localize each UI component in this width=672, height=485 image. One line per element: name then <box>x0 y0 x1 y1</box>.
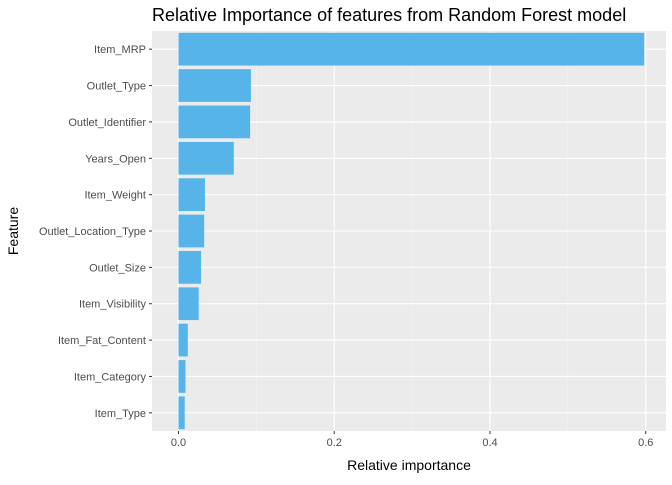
x-axis-title: Relative importance <box>347 457 471 473</box>
bar-item-category <box>178 360 186 393</box>
bar-outlet-location-type <box>178 214 205 248</box>
bar-outlet-type <box>178 69 251 102</box>
bar-item-mrp <box>178 32 645 66</box>
y-tick-label: Item_MRP <box>94 44 146 56</box>
bar-item-fat-content <box>178 323 188 357</box>
y-tick-label: Item_Fat_Content <box>58 335 146 347</box>
y-tick-label: Outlet_Identifier <box>68 117 146 129</box>
x-tick-label: 0.0 <box>171 437 186 449</box>
bar-outlet-identifier <box>178 105 251 139</box>
bars <box>178 32 645 430</box>
bar-item-weight <box>178 178 205 211</box>
bar-item-type <box>178 396 185 430</box>
bar-outlet-size <box>178 251 202 284</box>
y-tick-label: Outlet_Size <box>89 262 146 274</box>
chart-title: Relative Importance of features from Ran… <box>152 5 626 25</box>
y-tick-label: Item_Weight <box>84 190 146 202</box>
y-tick-label: Outlet_Type <box>87 81 146 93</box>
y-axis-title: Feature <box>5 207 21 255</box>
y-tick-label: Item_Visibility <box>79 299 147 311</box>
bar-years-open <box>178 141 234 175</box>
y-tick-label: Item_Type <box>95 408 146 420</box>
x-tick-label: 0.4 <box>482 437 497 449</box>
x-axis: 0.0 0.2 0.4 0.6 <box>171 431 653 449</box>
y-tick-label: Years_Open <box>85 153 146 165</box>
y-tick-label: Outlet_Location_Type <box>39 226 146 238</box>
x-tick-label: 0.2 <box>327 437 342 449</box>
y-tick-label: Item_Category <box>74 371 147 383</box>
x-tick-label: 0.6 <box>638 437 653 449</box>
bar-item-visibility <box>178 287 199 321</box>
y-axis: Item_MRP Outlet_Type Outlet_Identifier Year… <box>39 44 152 420</box>
